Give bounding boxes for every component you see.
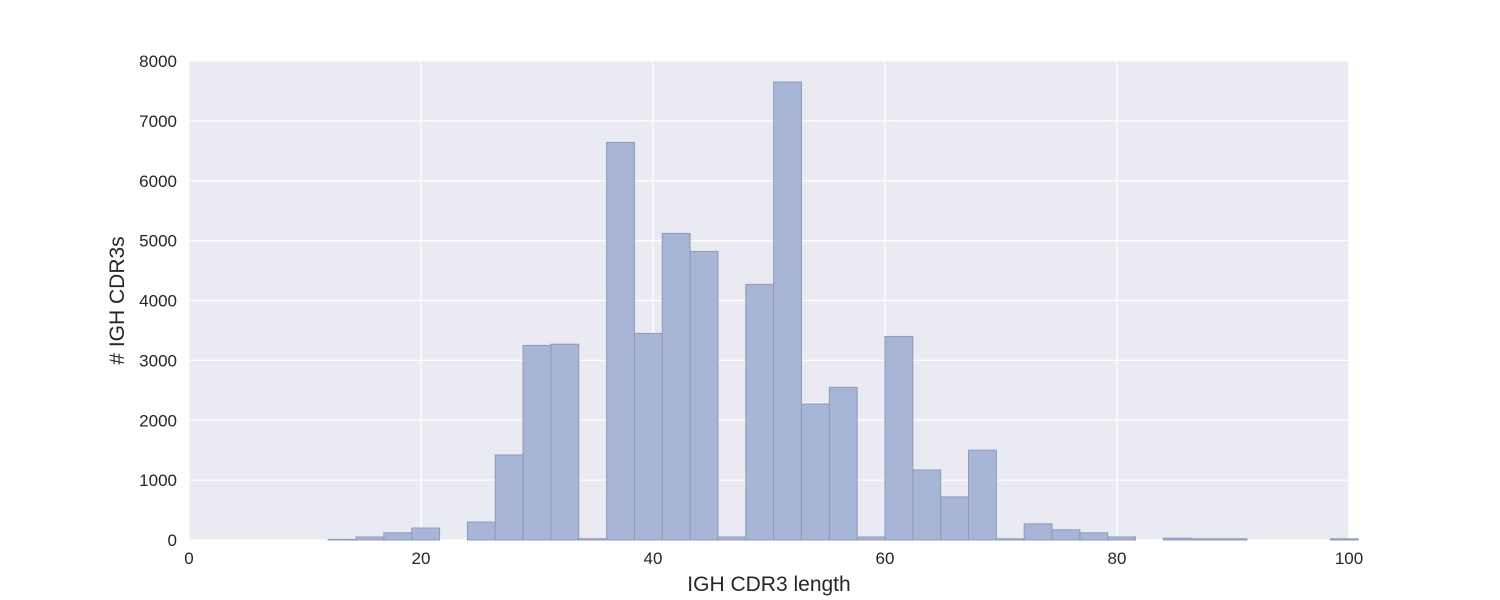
histogram-bar-9 xyxy=(578,538,608,541)
x-tick-label: 60 xyxy=(876,549,895,568)
histogram-bar-36 xyxy=(1329,538,1359,541)
histogram-bar-32 xyxy=(1218,538,1248,541)
histogram-bar-21 xyxy=(912,469,942,541)
histogram-bar-26 xyxy=(1051,529,1081,541)
histogram-bar-25 xyxy=(1023,523,1053,541)
y-tick-label: 1000 xyxy=(139,471,177,490)
histogram-bar-5 xyxy=(466,521,496,541)
histogram-bar-15 xyxy=(745,283,775,541)
histogram-bar-10 xyxy=(606,141,635,541)
histogram-bar-30 xyxy=(1162,537,1192,541)
histogram-bar-24 xyxy=(995,538,1025,541)
histogram-bar-14 xyxy=(717,536,747,541)
histogram-bar-13 xyxy=(689,250,719,541)
histogram-bar-16 xyxy=(773,81,802,541)
y-tick-label: 4000 xyxy=(139,292,177,311)
x-axis-ticks: 0 20 40 60 80 100 xyxy=(184,549,1363,568)
histogram-bar-7 xyxy=(522,344,552,541)
histogram-bar-23 xyxy=(968,449,997,541)
y-tick-label: 7000 xyxy=(139,112,177,131)
x-tick-label: 80 xyxy=(1108,549,1127,568)
histogram-bar-28 xyxy=(1107,536,1137,541)
histogram-bar-19 xyxy=(856,536,886,541)
y-tick-label: 2000 xyxy=(139,411,177,430)
y-tick-label: 6000 xyxy=(139,172,177,191)
histogram-bar-6 xyxy=(494,454,524,541)
x-tick-label: 20 xyxy=(412,549,431,568)
histogram-bar-2 xyxy=(383,532,413,541)
y-axis-label: # IGH CDR3s xyxy=(106,236,129,364)
histogram-bars xyxy=(327,81,1359,541)
histogram-bar-0 xyxy=(327,538,357,541)
histogram-bar-17 xyxy=(800,403,830,541)
y-axis-ticks: 0 1000 2000 3000 4000 5000 6000 7000 8000 xyxy=(139,52,177,550)
x-tick-label: 100 xyxy=(1335,549,1363,568)
y-tick-label: 0 xyxy=(168,531,177,550)
x-tick-label: 0 xyxy=(184,549,193,568)
histogram-bar-27 xyxy=(1079,532,1109,541)
histogram-bar-12 xyxy=(661,232,691,541)
y-tick-label: 8000 xyxy=(139,52,177,71)
histogram-bar-11 xyxy=(633,332,663,541)
histogram-bar-22 xyxy=(940,496,970,541)
histogram-bar-20 xyxy=(884,335,914,541)
x-axis-label: IGH CDR3 length xyxy=(687,573,850,596)
y-tick-label: 3000 xyxy=(139,351,177,370)
histogram-bar-3 xyxy=(411,527,441,541)
y-tick-label: 5000 xyxy=(139,232,177,251)
histogram-bar-31 xyxy=(1190,538,1220,541)
histogram-bar-1 xyxy=(355,536,385,541)
histogram-bar-18 xyxy=(828,386,858,541)
histogram-bar-8 xyxy=(550,343,580,541)
x-tick-label: 40 xyxy=(644,549,663,568)
